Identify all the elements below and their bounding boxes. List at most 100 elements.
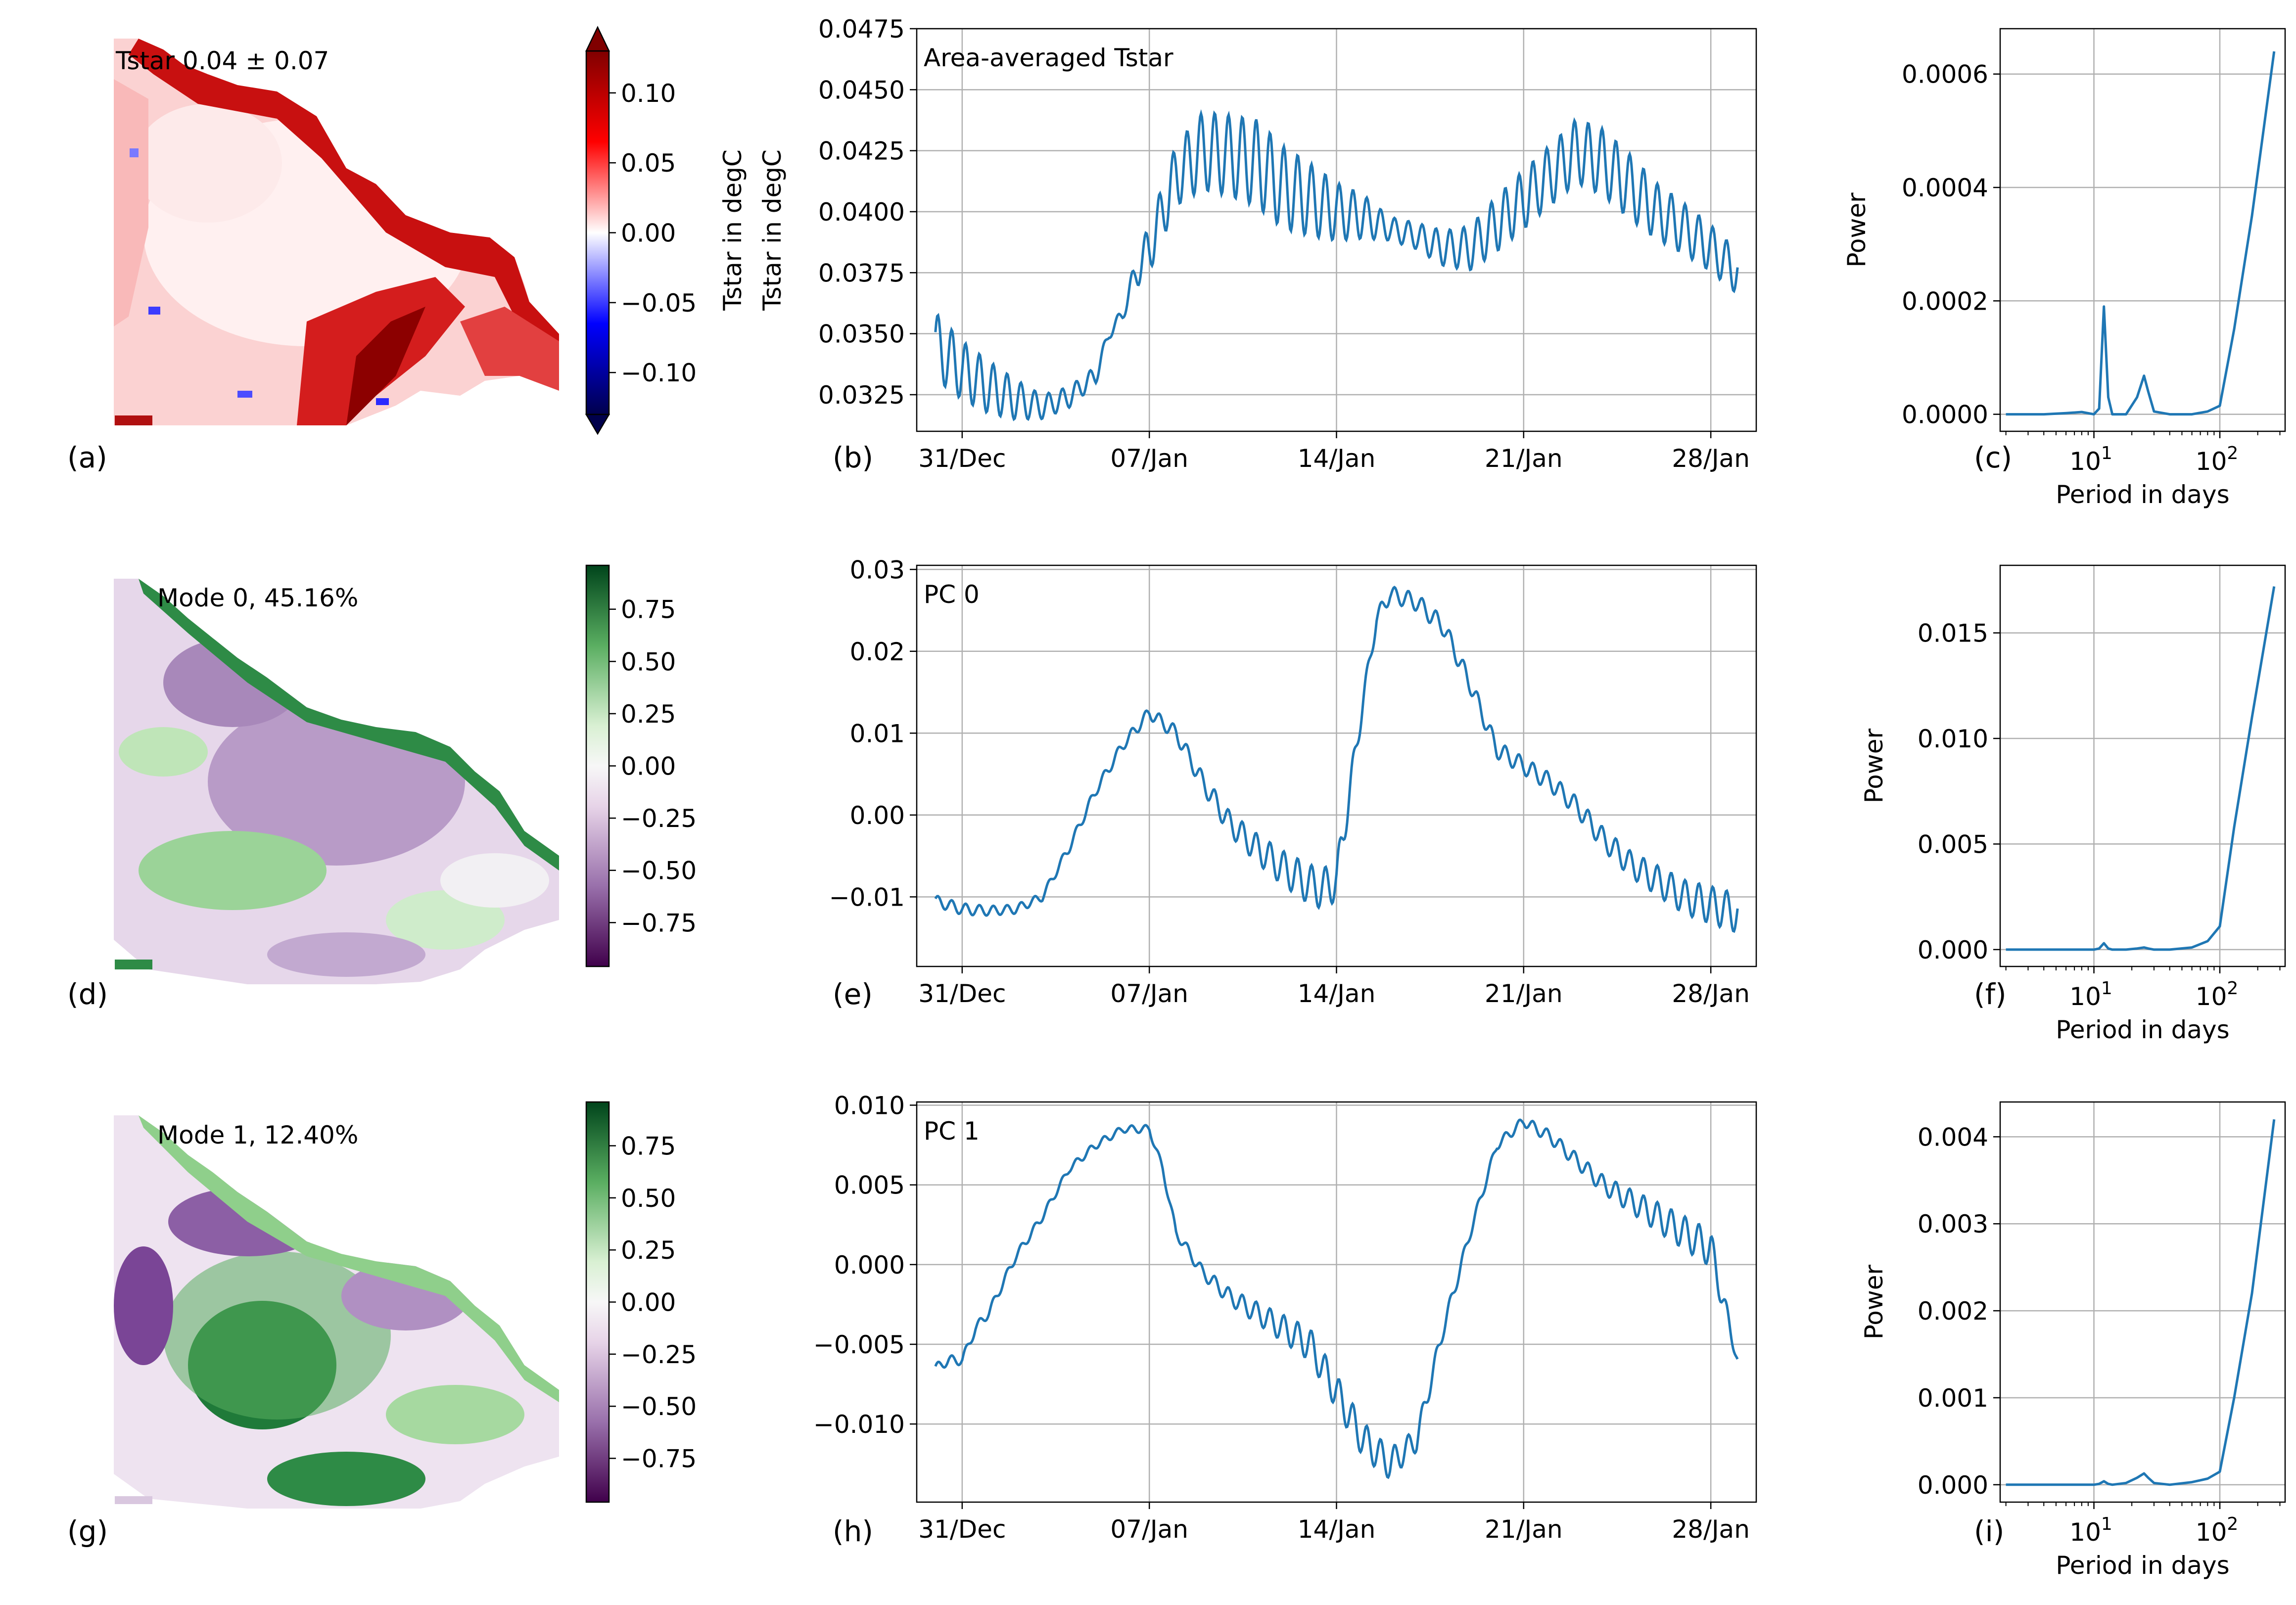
y-axis-label: Tstar in degC <box>758 149 787 311</box>
x-tick-exponent: 1 <box>2101 978 2112 999</box>
colorbar-tick-label: 0.10 <box>621 79 676 108</box>
panel-h-timeseries: 31/Dec 07/Jan 14/Jan 21/Jan 28/Jan −0.010 −0.0… <box>813 1091 1757 1544</box>
series-line <box>934 586 1739 933</box>
heatmap-g-corner-patch <box>115 1496 152 1504</box>
colorbar-a-bar <box>585 50 610 415</box>
y-tick-label: 0.002 <box>1918 1297 1988 1326</box>
y-tick-label: 0.001 <box>1918 1384 1988 1413</box>
x-tick-label: 102 <box>2196 1514 2239 1547</box>
x-tick-label: 07/Jan <box>1110 1515 1188 1544</box>
y-tick-label: 0.000 <box>1918 1471 1988 1500</box>
x-tick-label: 102 <box>2196 978 2239 1011</box>
heatmap-g-green-bottom <box>267 1452 425 1506</box>
x-tick-exponent: 2 <box>2227 978 2238 999</box>
panel-label-e: (e) <box>833 977 873 1011</box>
colorbar-tick-label: 0.75 <box>621 1132 676 1160</box>
axes-frame <box>916 564 1757 967</box>
colorbar-d-bar <box>585 564 610 967</box>
x-tick-exponent: 1 <box>2101 443 2112 463</box>
y-tick-label: 0.004 <box>1918 1123 1988 1151</box>
heatmap-a-mid <box>134 104 282 223</box>
y-tick-label: −0.01 <box>829 883 905 912</box>
y-tick-label: 0.0325 <box>818 381 905 410</box>
x-tick-label: 28/Jan <box>1672 444 1750 473</box>
x-tick-label: 101 <box>2069 443 2112 476</box>
spectrum-line <box>2006 51 2276 416</box>
heatmap-g-green-halo <box>163 1251 391 1420</box>
x-tick-exponent: 2 <box>2227 443 2238 463</box>
axes-annotation: PC 1 <box>924 1117 980 1146</box>
heatmap-g-green-edge <box>139 1115 559 1402</box>
x-axis-label: Period in days <box>2056 480 2229 509</box>
y-tick-label: 0.00 <box>850 801 905 830</box>
colorbar-a-ticks: 0.10 0.05 0.00 −0.05 −0.10 <box>609 79 697 387</box>
colorbar-tick-label: 0.00 <box>621 219 676 248</box>
y-tick-label: 0.000 <box>1918 936 1988 964</box>
heatmap-a-blue-speck-2 <box>237 391 252 398</box>
heatmap-d-green-2 <box>119 727 208 777</box>
panel-f-spectrum: 101 102 0.000 0.005 0.010 0.015 Period in days… <box>1860 564 2286 1044</box>
y-tick-label: 0.010 <box>834 1091 905 1120</box>
colorbar-tick-label: 0.00 <box>621 1288 676 1317</box>
heatmap-a-blue-speck-4 <box>130 148 139 157</box>
y-tick-label: 0.0006 <box>1902 60 1988 89</box>
y-tick-label: 0.0375 <box>818 259 905 287</box>
colorbar-a-extend-top <box>585 26 610 52</box>
colorbar-g-bar <box>585 1101 610 1503</box>
y-tick-label: 0.0400 <box>818 198 905 227</box>
panel-c-spectrum: 101 102 0.0000 0.0002 0.0004 0.0006 Period in … <box>1842 28 2286 509</box>
colorbar-tick-label: −0.05 <box>621 289 697 318</box>
y-tick-label: 0.0450 <box>818 76 905 104</box>
colorbar-tick-label: −0.50 <box>621 857 697 885</box>
heatmap-a-blue-speck-3 <box>376 398 389 405</box>
y-tick-label: 0.02 <box>850 638 905 666</box>
panel-d-heatmap: Mode 0, 45.16% <box>114 579 559 984</box>
series-line <box>934 109 1739 421</box>
y-tick-label: 0.0000 <box>1902 401 1988 429</box>
colorbar-d-ticks: 0.75 0.50 0.25 0.00 −0.25 −0.50 −0.75 <box>609 596 697 937</box>
y-tick-label: 0.015 <box>1918 619 1988 648</box>
colorbar-tick-label: 0.25 <box>621 700 676 729</box>
x-tick-label: 07/Jan <box>1110 444 1188 473</box>
heatmap-d-corner-patch <box>115 960 152 969</box>
axes-frame <box>916 1101 1757 1503</box>
panel-label-d: (d) <box>67 977 108 1011</box>
spectrum-line <box>2006 586 2276 951</box>
heatmap-a-dark-streak <box>346 307 425 425</box>
y-tick-label: −0.010 <box>813 1410 905 1439</box>
x-tick-label: 14/Jan <box>1298 444 1376 473</box>
colorbar-tick-label: 0.05 <box>621 149 676 178</box>
y-axis-label: Power <box>1842 192 1871 268</box>
x-tick-label: 14/Jan <box>1298 1515 1376 1544</box>
colorbar-tick-label: 0.50 <box>621 1184 676 1213</box>
x-tick-label: 07/Jan <box>1110 979 1188 1008</box>
heatmap-a-edge-top <box>129 39 559 356</box>
x-tick-exponent: 1 <box>2101 1514 2112 1534</box>
panel-a-annotation: Tstar 0.04 ± 0.07 <box>115 46 329 75</box>
x-tick-label: 102 <box>2196 443 2239 476</box>
panel-label-h: (h) <box>833 1514 873 1548</box>
axes-frame <box>1999 28 2286 432</box>
x-tick-label: 21/Jan <box>1485 1515 1563 1544</box>
y-axis-label: Tstar in degC <box>718 149 747 311</box>
heatmap-d-green-1 <box>139 831 327 910</box>
panel-label-a: (a) <box>67 441 107 474</box>
colorbar-tick-label: 0.75 <box>621 596 676 624</box>
colorbar-tick-label: −0.50 <box>621 1392 697 1421</box>
colorbar-tick-label: −0.25 <box>621 804 697 833</box>
colorbar-a: 0.10 0.05 0.00 −0.05 −0.10 <box>585 26 697 435</box>
colorbar-tick-label: −0.75 <box>621 1445 697 1473</box>
heatmap-d-green-edge <box>139 579 559 871</box>
y-tick-label: 0.0475 <box>818 15 905 44</box>
y-tick-label: 0.000 <box>834 1251 905 1280</box>
y-tick-label: −0.005 <box>813 1330 905 1359</box>
colorbar-a-extend-bottom <box>585 413 610 435</box>
y-tick-label: 0.01 <box>850 719 905 748</box>
colorbar-d: 0.75 0.50 0.25 0.00 −0.25 −0.50 −0.75 <box>585 564 697 967</box>
y-tick-label: 0.0002 <box>1902 287 1988 316</box>
y-axis-label: Power <box>1860 1264 1888 1339</box>
x-tick-label: 21/Jan <box>1485 444 1563 473</box>
y-tick-label: 0.005 <box>1918 830 1988 859</box>
x-tick-label: 21/Jan <box>1485 979 1563 1008</box>
y-tick-label: 0.0004 <box>1902 174 1988 202</box>
